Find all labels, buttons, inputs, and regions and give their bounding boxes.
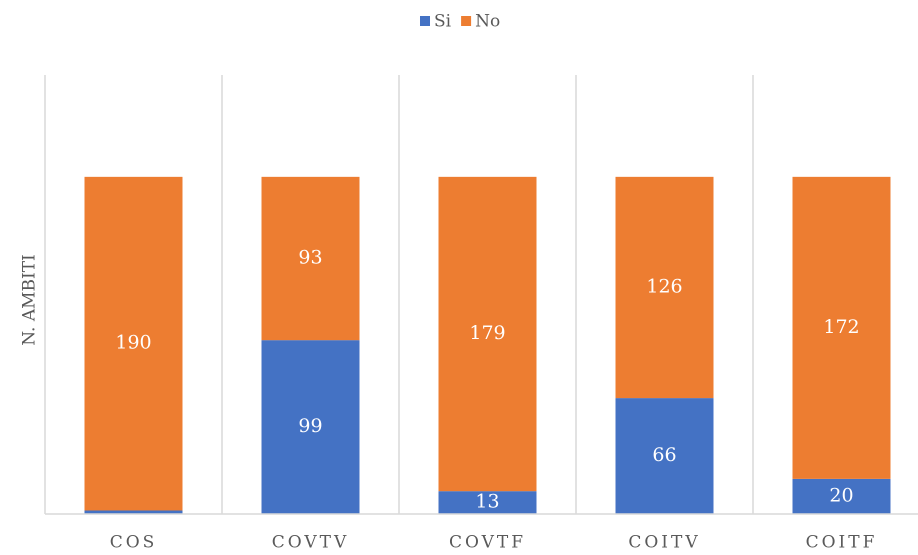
y-axis-label: N. AMBITI — [20, 254, 40, 346]
bar-segment — [615, 398, 714, 514]
data-label: 126 — [646, 275, 682, 297]
x-tick-label: COITF — [806, 533, 878, 553]
legend-swatch — [420, 16, 430, 26]
x-tick-label: COS — [110, 533, 158, 553]
bar-segment — [84, 510, 183, 514]
legend-label: Si — [434, 12, 452, 32]
legend-label: No — [475, 12, 500, 32]
data-label: 99 — [298, 415, 322, 437]
data-label: 20 — [829, 484, 853, 506]
x-tick-label: COVTV — [272, 533, 350, 553]
x-tick-label: COITV — [628, 533, 700, 553]
data-label: 93 — [298, 247, 322, 269]
data-label: 190 — [115, 332, 151, 354]
bar-segment — [438, 176, 537, 492]
data-label: 66 — [652, 444, 676, 466]
legend-swatch — [461, 16, 472, 26]
bar-segment — [615, 176, 714, 399]
bar-segment — [261, 340, 360, 514]
bar-segment — [261, 176, 360, 341]
bar-segment — [792, 176, 891, 479]
data-label: 172 — [823, 316, 859, 338]
x-tick-label: COVTF — [449, 533, 526, 553]
data-label: 179 — [469, 322, 505, 344]
data-label: 13 — [475, 491, 499, 513]
bar-segment — [438, 491, 537, 514]
bar-segment — [84, 176, 183, 511]
bar-segment — [792, 478, 891, 514]
